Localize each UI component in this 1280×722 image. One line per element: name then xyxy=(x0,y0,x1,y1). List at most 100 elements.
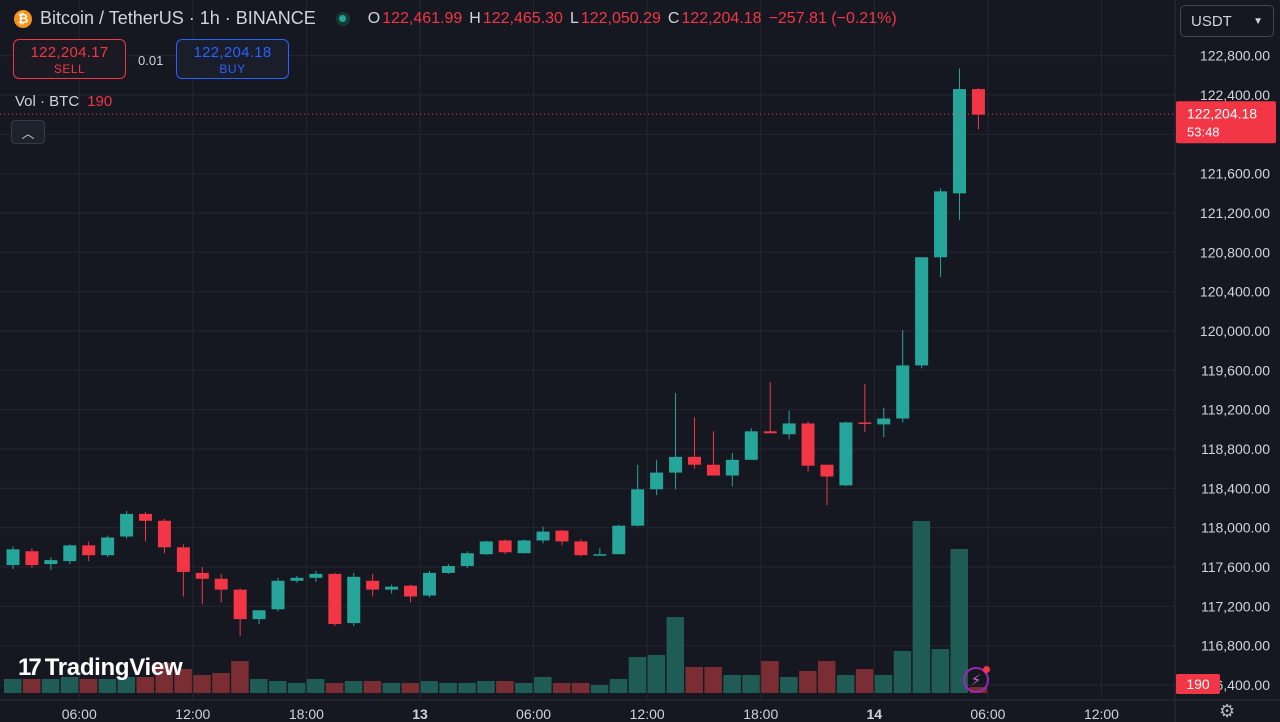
volume-bar xyxy=(799,671,817,693)
candle-body xyxy=(839,422,853,486)
candle-body xyxy=(120,513,134,537)
time-tick-label: 18:00 xyxy=(743,706,778,722)
candle-body xyxy=(157,520,171,548)
volume-bar xyxy=(193,675,211,693)
volume-bar xyxy=(855,669,874,693)
candle-body xyxy=(593,554,607,556)
candle-body xyxy=(877,418,891,425)
price-tick-label: 121,200.00 xyxy=(1200,205,1270,221)
price-axis[interactable]: 122,800.00122,400.00122,000.00121,600.00… xyxy=(1174,0,1276,722)
candle-body xyxy=(25,551,39,566)
volume-bar xyxy=(79,679,98,693)
price-tick-label: 121,600.00 xyxy=(1200,166,1270,182)
candle-body xyxy=(858,422,872,424)
market-open-icon xyxy=(335,11,350,26)
time-tick-label: 06:00 xyxy=(516,706,551,722)
candle-body xyxy=(460,553,474,567)
volume-bar xyxy=(306,679,325,693)
volume-bar xyxy=(666,617,685,693)
low-value: 122,050.29 xyxy=(580,9,661,27)
currency-select[interactable]: USDT ▼ xyxy=(1180,5,1274,37)
time-axis[interactable]: 06:00 12:00 18:00 13 06:00 12:00 18:00 14 06:00 1… xyxy=(0,699,1280,722)
volume-bar xyxy=(269,681,287,693)
volume-bar xyxy=(439,683,457,693)
candle-body xyxy=(82,545,96,556)
tradingview-logo[interactable]: 17 TradingView xyxy=(18,654,183,682)
volume-bar xyxy=(628,657,647,693)
volume-bar xyxy=(382,683,401,693)
volume-bar xyxy=(363,681,382,693)
ohlc-values: O 122,461.99 H 122,465.30 L 122,050.29 C 122… xyxy=(367,9,897,27)
volume-bar xyxy=(136,677,155,693)
change-value: −257.81 (−0.21%) xyxy=(768,9,897,27)
candle-body xyxy=(139,513,153,521)
candle-body xyxy=(498,540,512,553)
candle-body xyxy=(422,572,436,596)
volume-bar xyxy=(931,649,950,693)
candle-body xyxy=(725,459,739,476)
volume-bar xyxy=(325,683,344,693)
tradingview-icon: 17 xyxy=(18,654,42,681)
bitcoin-icon: ₿ xyxy=(14,9,32,28)
gear-icon[interactable]: ⚙ xyxy=(1219,701,1236,721)
open-value: 122,461.99 xyxy=(382,9,463,27)
chevron-down-icon: ▼ xyxy=(1253,15,1263,27)
price-tick-label: 118,800.00 xyxy=(1201,441,1270,457)
volume-bar xyxy=(174,669,192,693)
volume-bars xyxy=(4,521,987,693)
buy-button[interactable]: 122,204.18 BUY xyxy=(176,39,289,79)
candle-body xyxy=(706,464,720,476)
volume-bar xyxy=(780,677,798,693)
tradingview-wordmark: TradingView xyxy=(44,654,183,681)
candle-body xyxy=(820,464,834,477)
candle-body xyxy=(555,530,569,542)
candle-body xyxy=(953,89,966,194)
chart-grid xyxy=(0,0,1175,700)
candle-body xyxy=(6,549,20,566)
volume-label: Vol · BTC xyxy=(15,93,80,110)
candle-body xyxy=(252,610,266,620)
price-tick-label: 120,400.00 xyxy=(1200,284,1270,300)
lightning-icon[interactable]: ⚡ xyxy=(963,666,990,693)
volume-bar xyxy=(893,651,912,693)
volume-bar xyxy=(874,675,893,693)
volume-badge xyxy=(1176,674,1220,694)
volume-bar xyxy=(609,679,628,693)
buy-label: BUY xyxy=(219,62,246,76)
symbol-title[interactable]: Bitcoin / TetherUS · 1h · BINANCE xyxy=(40,8,316,28)
price-tick-label: 120,000.00 xyxy=(1200,323,1270,339)
candle-body xyxy=(63,545,77,562)
candle-body xyxy=(896,365,910,419)
volume-bar xyxy=(41,679,60,693)
candle-body xyxy=(934,191,948,258)
volume-bar xyxy=(723,675,741,693)
price-tick-label: 122,800.00 xyxy=(1200,48,1270,64)
candle-body xyxy=(328,573,342,625)
candle-body xyxy=(801,423,815,466)
countdown-label: 53:48 xyxy=(1187,124,1220,139)
candle-body xyxy=(536,531,550,541)
collapse-legend-button[interactable]: ︿ xyxy=(11,120,45,144)
volume-bar xyxy=(590,685,609,693)
volume-bar xyxy=(912,521,931,693)
buy-price: 122,204.18 xyxy=(193,44,272,61)
volume-bar xyxy=(287,683,306,693)
volume-legend[interactable]: Vol · BTC 190 xyxy=(15,93,112,110)
time-tick-label: 12:00 xyxy=(1084,706,1119,722)
sell-button[interactable]: 122,204.17 SELL xyxy=(13,39,126,79)
price-tick-label: 118,400.00 xyxy=(1201,480,1270,496)
volume-bar xyxy=(212,673,230,693)
candle-body xyxy=(290,577,304,581)
candle-body xyxy=(915,257,929,366)
volume-bar xyxy=(155,663,173,693)
volume-bar xyxy=(515,683,533,693)
volume-bar xyxy=(98,679,117,693)
candle-body xyxy=(650,472,664,490)
price-tick-label: 116,800.00 xyxy=(1201,638,1270,654)
volume-bar xyxy=(231,661,249,693)
volume-bar xyxy=(704,667,722,693)
volume-bar xyxy=(685,667,703,693)
candle-body xyxy=(687,456,701,465)
volume-bar xyxy=(534,677,552,693)
